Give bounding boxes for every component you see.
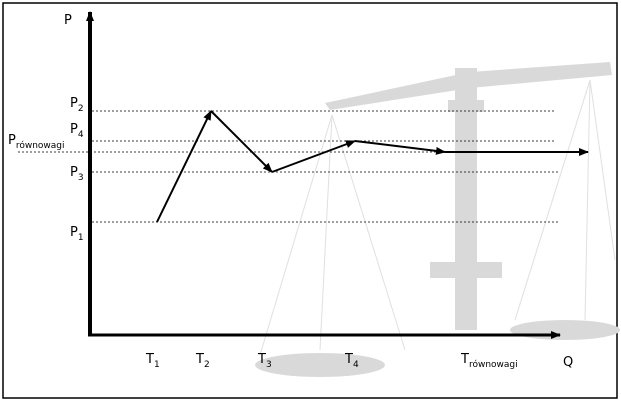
label: T4 [344, 352, 359, 370]
label-main: P [70, 165, 78, 180]
price-path [156, 110, 589, 223]
label-main: P [8, 133, 16, 148]
balance-scale [255, 62, 620, 377]
label-main: P [70, 225, 78, 240]
label-subscript: 4 [78, 130, 84, 140]
label-subscript: 2 [204, 360, 210, 370]
label: P3 [70, 165, 84, 183]
label-subscript: 4 [353, 360, 359, 370]
label: P4 [70, 122, 84, 140]
label-subscript: 3 [78, 173, 84, 183]
label-main: T [257, 352, 266, 367]
label: T1 [145, 352, 160, 370]
label-main: T [145, 352, 154, 367]
y-axis-label: P [64, 13, 72, 28]
label-main: T [460, 352, 469, 367]
label-subscript: 1 [78, 233, 84, 243]
label: Trównowagi [460, 352, 518, 370]
label-subscript: równowagi [469, 359, 518, 370]
label-main: P [70, 122, 78, 137]
label-subscript: równowagi [16, 140, 65, 151]
label-subscript: 1 [154, 360, 160, 370]
x-axis-label: Q [563, 355, 573, 370]
label-main: P [70, 96, 78, 111]
label: T3 [257, 352, 272, 370]
label: P1 [70, 225, 84, 243]
label: Prównowagi [8, 133, 65, 151]
frame [2, 2, 618, 399]
label-subscript: 2 [78, 104, 84, 114]
label: P2 [70, 96, 84, 114]
label-main: T [195, 352, 204, 367]
label: T2 [195, 352, 210, 370]
label-main: T [344, 352, 353, 367]
label-subscript: 3 [266, 360, 272, 370]
